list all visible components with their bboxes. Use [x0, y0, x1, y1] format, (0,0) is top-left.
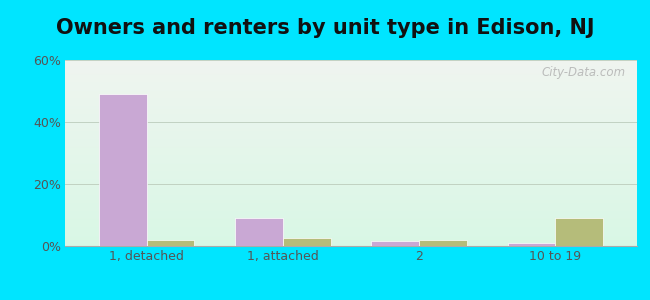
Text: City-Data.com: City-Data.com — [541, 66, 625, 79]
Bar — [555, 218, 603, 246]
Bar — [147, 240, 194, 246]
Bar — [419, 240, 467, 246]
Bar — [235, 218, 283, 246]
Bar — [283, 238, 331, 246]
Bar — [371, 241, 419, 246]
Bar — [508, 243, 555, 246]
Bar — [99, 94, 147, 246]
Text: Owners and renters by unit type in Edison, NJ: Owners and renters by unit type in Ediso… — [56, 18, 594, 38]
